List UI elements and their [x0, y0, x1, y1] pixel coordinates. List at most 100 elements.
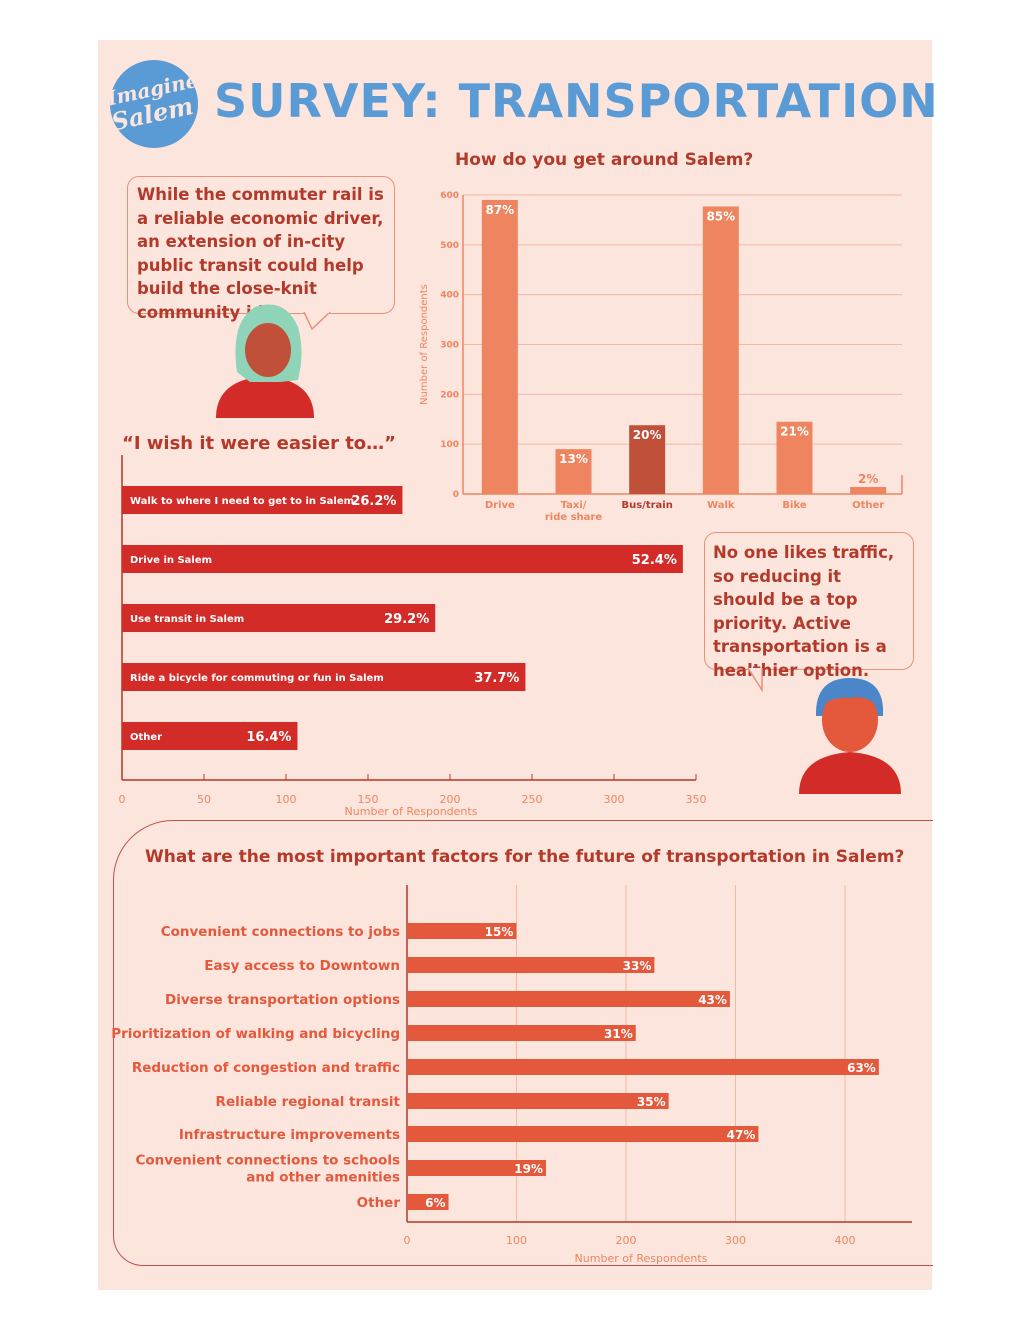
- data-label: 20%: [633, 428, 662, 442]
- category-label: Ride a bicycle for commuting or fun in S…: [130, 673, 384, 684]
- x-tick-label: 0: [119, 793, 126, 806]
- y-tick-label: 400: [440, 291, 459, 301]
- x-tick-label: 100: [506, 1234, 527, 1247]
- category-label: Other: [130, 732, 162, 743]
- x-tick-label: 250: [522, 793, 543, 806]
- bar: [408, 1025, 636, 1041]
- category-label: Walk to where I need to get to in Salem: [130, 496, 354, 507]
- x-tick-label: 100: [276, 793, 297, 806]
- data-label: 43%: [698, 993, 727, 1007]
- x-axis-label: Number of Respondents: [575, 1252, 708, 1265]
- data-label: 16.4%: [246, 730, 291, 745]
- x-tick-label: ride share: [545, 512, 603, 523]
- y-tick-label: 100: [440, 440, 459, 450]
- data-label: 13%: [559, 452, 588, 466]
- data-label: 63%: [847, 1061, 876, 1075]
- category-label: Use transit in Salem: [130, 614, 244, 625]
- bar: [408, 923, 517, 939]
- bar: [408, 1160, 546, 1176]
- quote-text: No one likes traffic, so reducing it sho…: [713, 543, 895, 680]
- x-tick-label: 400: [835, 1234, 856, 1247]
- y-tick-label: 500: [440, 241, 459, 251]
- data-label: 19%: [514, 1162, 543, 1176]
- bar: [408, 1059, 879, 1075]
- bar-chart-get-around: 0 100 200 300 400 500 600 Number of Respondents…: [419, 191, 903, 523]
- category-label: Convenient connections to schools: [135, 1153, 400, 1169]
- page-title: SURVEY: TRANSPORTATION: [214, 74, 939, 128]
- bar: [122, 663, 526, 691]
- data-label: 35%: [637, 1095, 666, 1109]
- x-tick-label: 350: [686, 793, 707, 806]
- data-label: 87%: [485, 203, 514, 217]
- person-avatar-blue-hair: [799, 678, 901, 794]
- y-tick-label: 600: [440, 191, 459, 201]
- data-label: 6%: [425, 1196, 445, 1210]
- person-avatar-green-hair: [216, 304, 314, 418]
- x-axis-label: Number of Respondents: [345, 805, 478, 818]
- category-label: Diverse transportation options: [165, 992, 400, 1008]
- imagine-salem-logo: Imagine Salem: [108, 60, 200, 148]
- bar: [122, 486, 403, 514]
- category-label: Drive in Salem: [130, 555, 212, 566]
- x-tick-label: Walk: [707, 500, 735, 511]
- x-tick-label: 150: [358, 793, 379, 806]
- bar: [122, 722, 298, 750]
- bar: [408, 1194, 449, 1210]
- bar: [555, 449, 592, 494]
- hbar-chart-important-factors: 0 100 200 300 400 Number of Respondents 15% Con…: [111, 885, 912, 1265]
- x-tick-label: Other: [852, 500, 884, 511]
- bar: [776, 421, 813, 494]
- data-label: 26.2%: [351, 494, 396, 509]
- bar: [122, 545, 683, 573]
- x-tick-label: Taxi/: [561, 500, 587, 511]
- data-label: 37.7%: [474, 671, 519, 686]
- bar: [122, 604, 436, 632]
- x-tick-label: 300: [604, 793, 625, 806]
- data-label: 85%: [706, 209, 735, 223]
- x-tick-label: 50: [197, 793, 211, 806]
- category-label: Easy access to Downtown: [204, 958, 400, 974]
- category-label: Reduction of congestion and traffic: [132, 1060, 400, 1076]
- bar: [408, 1093, 669, 1109]
- speech-bubble-tail: [747, 668, 763, 692]
- data-label: 52.4%: [632, 553, 677, 568]
- quote-bubble-traffic: No one likes traffic, so reducing it sho…: [704, 532, 914, 680]
- bar: [629, 425, 666, 494]
- quote-text: While the commuter rail is a reliable ec…: [137, 185, 384, 322]
- x-tick-label: 200: [440, 793, 461, 806]
- data-label: 31%: [604, 1027, 633, 1041]
- category-label: Infrastructure improvements: [179, 1127, 400, 1143]
- data-label: 2%: [858, 472, 878, 486]
- x-tick-label: Drive: [485, 500, 515, 511]
- category-label: Prioritization of walking and bicycling: [111, 1026, 400, 1042]
- quote-bubble-commuter-rail: While the commuter rail is a reliable ec…: [127, 176, 395, 322]
- category-label: and other amenities: [246, 1170, 400, 1186]
- y-tick-label: 300: [440, 341, 459, 351]
- data-label: 21%: [780, 425, 809, 439]
- bar: [702, 206, 739, 494]
- category-label: Reliable regional transit: [216, 1094, 401, 1110]
- bar: [408, 957, 655, 973]
- chart-title: How do you get around Salem?: [455, 150, 754, 170]
- bar: [408, 1126, 759, 1142]
- x-tick-label: Bus/train: [621, 500, 672, 511]
- data-label: 47%: [727, 1128, 756, 1142]
- data-label: 15%: [485, 925, 514, 939]
- y-tick-label: 200: [440, 390, 459, 400]
- chart-title: What are the most important factors for …: [145, 847, 905, 867]
- bar: [408, 991, 730, 1007]
- y-tick-label: 0: [453, 490, 459, 500]
- speech-bubble-tail: [303, 312, 331, 331]
- x-tick-label: 200: [616, 1234, 637, 1247]
- bar: [481, 199, 518, 494]
- x-tick-label: Bike: [782, 500, 806, 511]
- data-label: 33%: [623, 959, 652, 973]
- data-label: 29.2%: [384, 612, 429, 627]
- factors-section-frame: [113, 820, 933, 1266]
- category-label: Other: [357, 1195, 401, 1211]
- x-tick-label: 300: [725, 1234, 746, 1247]
- category-label: Convenient connections to jobs: [161, 924, 400, 940]
- y-axis-label: Number of Respondents: [419, 284, 430, 405]
- chart-title: “I wish it were easier to…”: [122, 433, 397, 454]
- x-tick-label: 0: [404, 1234, 411, 1247]
